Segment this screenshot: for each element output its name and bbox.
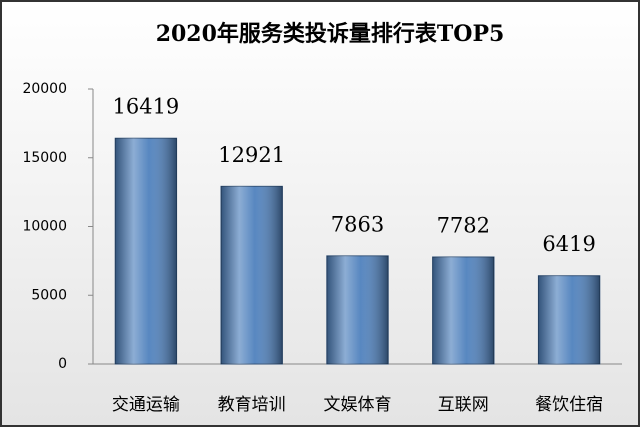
value-label: 6419 xyxy=(542,232,595,256)
value-label: 7863 xyxy=(331,212,384,236)
bar-shading xyxy=(432,256,494,364)
value-label: 12921 xyxy=(218,143,285,167)
x-tick-label: 文娱体育 xyxy=(324,395,392,415)
x-tick-label: 互联网 xyxy=(438,395,489,415)
y-tick-label: 10000 xyxy=(22,219,67,235)
y-tick-label: 15000 xyxy=(22,150,67,166)
chart-title: 2020年服务类投诉量排行表TOP5 xyxy=(156,21,505,47)
value-label: 7782 xyxy=(437,213,490,237)
bar-shading xyxy=(326,255,389,364)
bar-shading xyxy=(538,275,600,364)
bar-shading xyxy=(115,138,177,364)
x-tick-label: 交通运输 xyxy=(112,395,180,415)
y-tick-label: 0 xyxy=(58,356,67,372)
bar-shading xyxy=(221,186,283,364)
x-tick-label: 餐饮住宿 xyxy=(535,395,603,415)
y-tick-label: 20000 xyxy=(22,81,67,97)
x-tick-label: 教育培训 xyxy=(218,395,286,415)
y-tick-label: 5000 xyxy=(31,287,67,303)
value-label: 16419 xyxy=(112,95,179,119)
